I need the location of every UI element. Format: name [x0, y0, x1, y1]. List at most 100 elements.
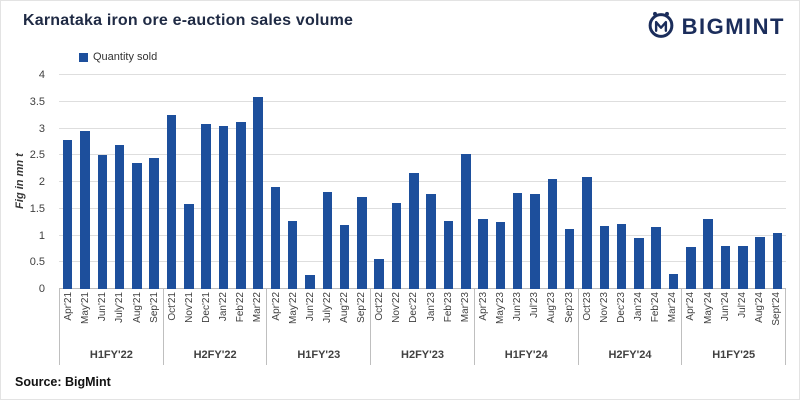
x-axis: Apr'21 May'21 Jun'21 July'21 Aug'21 Sep'21 H1F…	[59, 289, 787, 365]
x-tick-label: Aug'24	[753, 292, 765, 323]
bar-slot	[76, 75, 93, 289]
x-tick-label: May'21	[80, 292, 92, 324]
bar-Dec'22	[409, 172, 419, 289]
chart-legend: Quantity sold	[79, 51, 157, 63]
y-tick-label: 0.5	[29, 256, 45, 269]
bar-slot	[769, 75, 786, 289]
bar-slot	[665, 75, 682, 289]
bar-slot	[405, 75, 422, 289]
gridline	[59, 234, 786, 236]
x-tick-label: Sep'21	[148, 292, 160, 323]
bar-Jun'21	[97, 155, 108, 289]
bar-Nov'21	[184, 204, 194, 289]
x-tick-label: Jun'24	[719, 292, 731, 322]
bar-Dec'23	[616, 223, 627, 289]
bar-slot	[336, 75, 353, 289]
x-tick-label: Apr'24	[685, 292, 697, 321]
bar-Aug'23	[547, 179, 558, 289]
gridline	[59, 181, 786, 182]
bar-Nov'22	[391, 203, 402, 289]
x-tick-label: Aug'23	[546, 292, 558, 323]
bar-slot	[59, 75, 76, 289]
x-tick-label: July'22	[321, 292, 333, 323]
x-tick-label: Aug'22	[339, 292, 350, 323]
bar-slot	[180, 75, 197, 289]
bars-row	[59, 75, 786, 289]
group-label: H2FY'22	[193, 349, 237, 361]
bar-slot	[319, 75, 336, 289]
x-tick-label: Feb'24	[650, 292, 662, 323]
bar-slot	[371, 75, 388, 289]
x-tick-label: May'22	[287, 292, 299, 324]
bar-Jul'23	[530, 194, 540, 289]
bar-Oct'22	[374, 258, 384, 289]
group-label: H2FY'23	[401, 349, 444, 361]
bar-Jan'23	[426, 194, 436, 289]
x-tick-label: Sept'24	[771, 292, 782, 326]
bar-slot	[561, 75, 578, 289]
bar-slot	[544, 75, 561, 289]
x-tick-label: Oct'23	[581, 292, 593, 321]
bar-slot	[353, 75, 370, 289]
x-tick-label: Jan'24	[633, 292, 645, 322]
y-tick-label: 3	[38, 122, 45, 135]
bar-slot	[578, 75, 595, 289]
bar-Feb'22	[236, 122, 246, 289]
x-tick-label: Mar'23	[459, 292, 471, 323]
x-tick-label: May'23	[495, 292, 507, 324]
bar-slot	[128, 75, 145, 289]
bar-Apr'22	[270, 187, 281, 289]
x-tick-label: Jan'23	[425, 292, 437, 322]
x-tick-label: May'24	[702, 292, 714, 324]
bar-slot	[163, 75, 180, 289]
x-tick-label: Nov'22	[391, 292, 403, 323]
bar-Aug'24	[755, 237, 765, 289]
bar-slot	[699, 75, 716, 289]
bar-group-H2FY'24	[578, 75, 682, 289]
x-tick-label: Oct'22	[374, 292, 386, 321]
y-tick-label: 2	[38, 176, 45, 188]
bar-slot	[301, 75, 318, 289]
bar-Sep'22	[357, 196, 367, 289]
bar-slot	[492, 75, 509, 289]
bar-group-H2FY'22	[163, 75, 267, 289]
x-tick-label: Dec'23	[615, 292, 627, 323]
y-tick-label: 2.5	[29, 149, 45, 162]
y-axis-ticks: 0 0.5 1 1.5 2 2.5 3 3.5 4	[1, 69, 53, 295]
x-tick-label: Apr'23	[477, 292, 489, 321]
bar-slot	[215, 75, 232, 289]
bar-slot	[457, 75, 474, 289]
bar-slot	[751, 75, 768, 289]
y-tick-label: 3.5	[29, 95, 45, 108]
bar-slot	[440, 75, 457, 289]
gridline	[59, 261, 786, 263]
plot-area	[59, 74, 786, 289]
bar-May'23	[495, 222, 506, 289]
x-axis-group: Apr'24 May'24 Jun'24 Jul'24 Aug'24 Sept'24 H1F…	[682, 289, 787, 365]
gridline	[59, 74, 786, 75]
bar-May'24	[703, 219, 713, 289]
bar-slot	[509, 75, 526, 289]
x-tick-label: Apr'22	[270, 292, 282, 321]
x-tick-label: Jun'23	[512, 292, 524, 322]
bar-July'22	[322, 191, 333, 289]
x-tick-label: July'21	[114, 292, 126, 323]
x-tick-label: Apr'21	[63, 292, 75, 321]
x-tick-label: Aug'21	[131, 292, 143, 323]
bar-slot	[94, 75, 111, 289]
bar-slot	[249, 75, 266, 289]
bar-slot	[284, 75, 301, 289]
bar-Dec'21	[201, 124, 211, 289]
bigmint-logo-icon	[646, 9, 676, 44]
bar-slot	[388, 75, 405, 289]
bar-slot	[526, 75, 543, 289]
x-tick-label: Jul'23	[529, 292, 541, 318]
bar-Mar'22	[253, 97, 263, 289]
bar-Aug'22	[339, 224, 350, 289]
page-title: Karnataka iron ore e-auction sales volum…	[23, 12, 354, 29]
group-label: H2FY'24	[608, 349, 652, 361]
bar-Oct'23	[582, 176, 592, 289]
bar-Jun'22	[305, 274, 315, 289]
x-tick-label: Nov'21	[183, 292, 195, 323]
